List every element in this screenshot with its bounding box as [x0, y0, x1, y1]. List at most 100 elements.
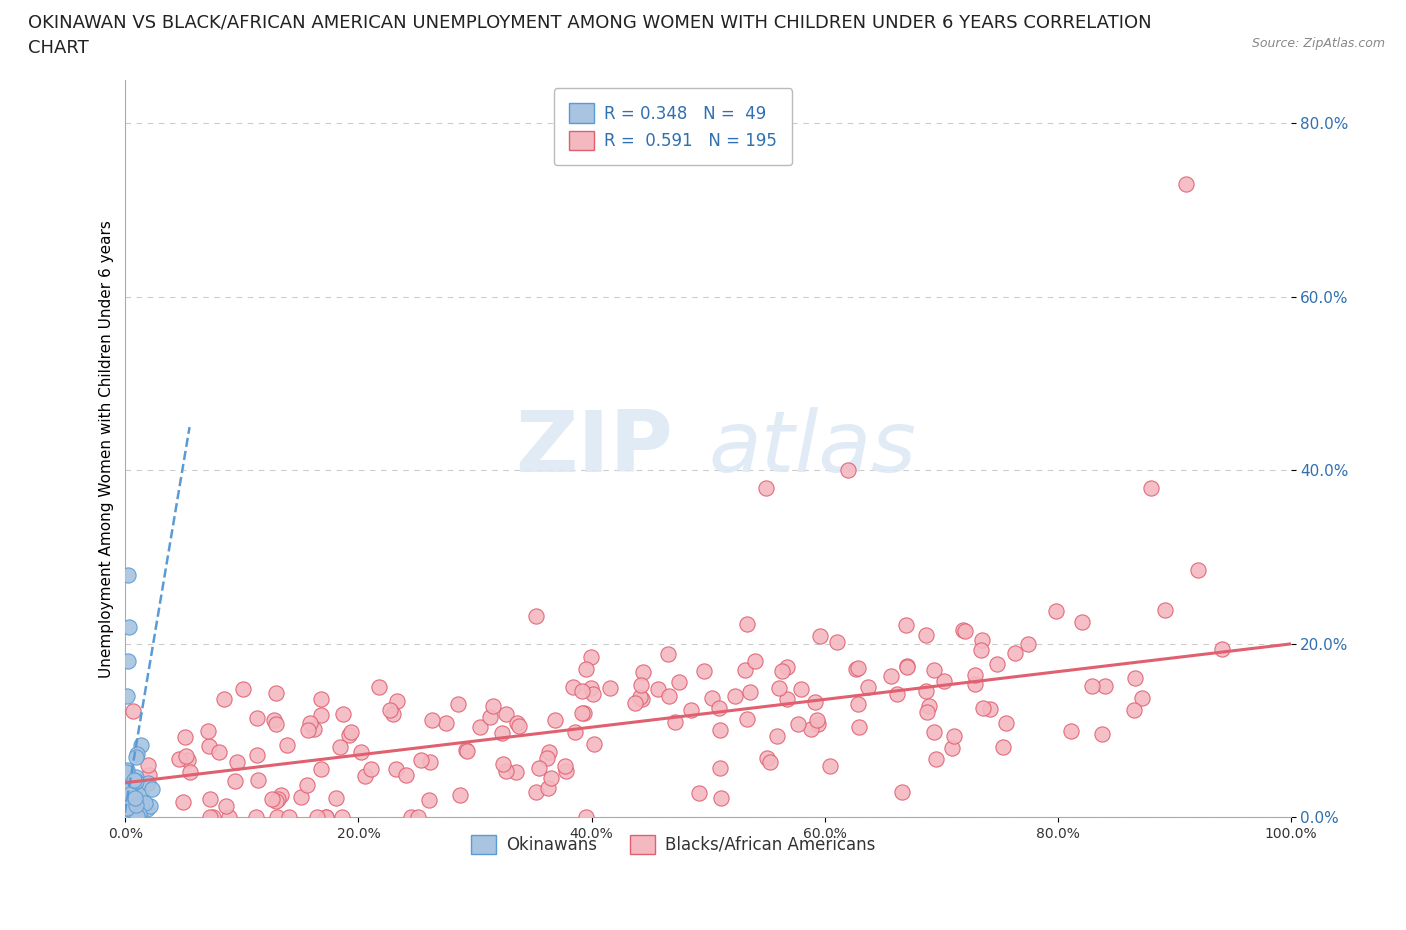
Point: [456, 743, 478, 758]
Point: [172, 794, 194, 809]
Point: [1187, 563, 1209, 578]
Point: [495, 764, 517, 779]
Point: [307, 810, 329, 825]
Point: [122, 796, 145, 811]
Point: [572, 706, 595, 721]
Point: [120, 803, 142, 817]
Point: [491, 725, 513, 740]
Point: [658, 688, 681, 703]
Point: [115, 809, 138, 824]
Point: [759, 754, 782, 769]
Point: [264, 717, 287, 732]
Point: [1045, 604, 1067, 618]
Point: [139, 798, 162, 813]
Point: [756, 751, 779, 765]
Point: [360, 762, 382, 777]
Point: [527, 761, 550, 776]
Point: [454, 742, 477, 757]
Point: [121, 803, 143, 817]
Point: [197, 724, 219, 738]
Point: [735, 711, 758, 726]
Point: [918, 698, 941, 713]
Point: [246, 773, 269, 788]
Point: [134, 796, 156, 811]
Point: [943, 728, 966, 743]
Point: [117, 567, 139, 582]
Point: [224, 774, 246, 789]
Point: [125, 798, 148, 813]
Point: [214, 799, 236, 814]
Point: [125, 808, 148, 823]
Point: [449, 788, 471, 803]
Point: [707, 701, 730, 716]
Point: [468, 719, 491, 734]
Point: [789, 682, 811, 697]
Point: [245, 748, 267, 763]
Point: [709, 723, 731, 737]
Point: [693, 664, 716, 679]
Point: [848, 719, 870, 734]
Point: [138, 768, 160, 783]
Point: [264, 793, 287, 808]
Point: [260, 791, 283, 806]
Point: [575, 810, 598, 825]
Point: [536, 751, 558, 765]
Point: [766, 728, 789, 743]
Point: [232, 682, 254, 697]
Point: [309, 691, 332, 706]
Point: [825, 634, 848, 649]
Point: [117, 777, 139, 792]
Text: OKINAWAN VS BLACK/AFRICAN AMERICAN UNEMPLOYMENT AMONG WOMEN WITH CHILDREN UNDER : OKINAWAN VS BLACK/AFRICAN AMERICAN UNEMP…: [28, 14, 1152, 32]
Point: [1081, 678, 1104, 693]
Point: [818, 758, 841, 773]
Point: [1154, 603, 1177, 618]
Point: [118, 796, 141, 811]
Point: [124, 775, 146, 790]
Point: [399, 810, 422, 825]
Y-axis label: Unemployment Among Women with Children Under 6 years: Unemployment Among Women with Children U…: [100, 219, 114, 678]
Text: Source: ZipAtlas.com: Source: ZipAtlas.com: [1251, 37, 1385, 50]
Point: [915, 684, 938, 699]
Point: [124, 790, 146, 805]
Point: [1122, 702, 1144, 717]
Point: [710, 790, 733, 805]
Point: [208, 745, 231, 760]
Point: [118, 807, 141, 822]
Point: [952, 622, 974, 637]
Point: [114, 769, 136, 784]
Point: [986, 656, 1008, 671]
Point: [599, 681, 621, 696]
Point: [167, 751, 190, 766]
Point: [263, 712, 285, 727]
Point: [115, 801, 138, 816]
Point: [776, 659, 799, 674]
Point: [886, 686, 908, 701]
Point: [1060, 724, 1083, 738]
Point: [447, 697, 470, 711]
Point: [941, 740, 963, 755]
Point: [564, 724, 586, 739]
Point: [309, 762, 332, 777]
Point: [129, 786, 152, 801]
Text: CHART: CHART: [28, 39, 89, 57]
Point: [896, 659, 918, 674]
Point: [786, 716, 808, 731]
Point: [628, 689, 651, 704]
Point: [136, 757, 159, 772]
Point: [925, 751, 948, 766]
Point: [125, 750, 148, 764]
Point: [800, 722, 823, 737]
Point: [129, 797, 152, 812]
Point: [571, 684, 593, 698]
Point: [579, 650, 602, 665]
Point: [290, 790, 312, 804]
Point: [198, 738, 221, 753]
Point: [120, 790, 142, 805]
Point: [121, 795, 143, 810]
Point: [554, 764, 576, 778]
Point: [744, 653, 766, 668]
Point: [688, 786, 710, 801]
Point: [505, 765, 527, 780]
Point: [174, 749, 197, 764]
Point: [537, 780, 560, 795]
